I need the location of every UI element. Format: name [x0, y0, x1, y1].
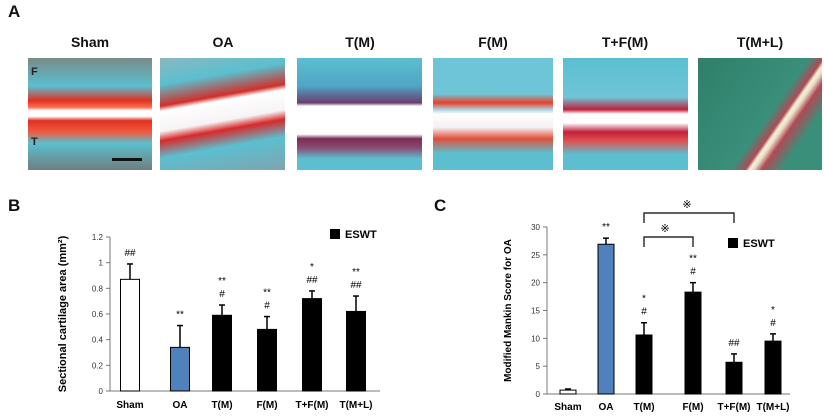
chart-c-y-tick-label: 10	[531, 334, 540, 343]
chart-c-x-tick-label: F(M)	[682, 402, 703, 413]
chart-c-x-tick-label: Sham	[554, 402, 581, 413]
chart-c-significance-mark: **	[689, 254, 697, 265]
chart-b-y-tick-label: 0.8	[92, 284, 104, 293]
femur-mark: F	[31, 66, 38, 78]
chart-c-significance-mark: #	[770, 318, 776, 329]
chart-b-bar	[257, 328, 277, 392]
chart-b-x-tick-label: T+F(M)	[295, 400, 328, 411]
chart-b-y-axis-label: Sectional cartilage area (mm²)	[57, 235, 69, 392]
panel-b-letter: B	[8, 196, 21, 215]
image-label-oa: OA	[212, 34, 234, 50]
chart-c-bracket-symbol: ※	[660, 223, 669, 235]
chart-b-legend-swatch	[330, 229, 340, 239]
chart-c-x-tick-label: T(M+L)	[756, 402, 789, 413]
chart-b-significance-mark: **	[263, 288, 271, 299]
scale-bar	[112, 158, 142, 161]
chart-b-significance-mark: ##	[124, 248, 136, 259]
chart-b-significance-mark: ##	[350, 280, 362, 291]
chart-c-y-tick-label: 25	[531, 251, 540, 260]
chart-c-bracket-symbol: ※	[682, 199, 691, 211]
chart-c-bar	[559, 389, 577, 395]
chart-b-significance-mark: **	[352, 267, 360, 278]
chart-c-x-tick-label: T(M)	[633, 402, 654, 413]
histology-image-t-m	[297, 58, 422, 170]
panel-c-letter: C	[434, 196, 447, 215]
panel-a-letter: A	[8, 2, 21, 21]
chart-c-bar	[725, 361, 743, 395]
chart-b-significance-mark: **	[176, 310, 184, 321]
chart-b-x-tick-label: F(M)	[256, 400, 277, 411]
chart-b-y-tick-label: 0	[99, 387, 104, 396]
chart-c-significance-mark: **	[602, 222, 610, 233]
histology-image-t-m-l	[698, 58, 822, 170]
chart-b-bar	[302, 298, 322, 392]
chart-b-y-tick-label: 1.2	[92, 233, 104, 242]
chart-c-significance-mark: #	[641, 307, 647, 318]
image-label-t-m: T(M)	[345, 34, 375, 50]
chart-b-bar	[120, 278, 140, 392]
histology-image-f-m	[433, 58, 553, 170]
chart-b-significance-mark: **	[218, 276, 226, 287]
chart-c-y-tick-label: 15	[531, 307, 540, 316]
chart-c-bar	[597, 243, 615, 395]
chart-c-significance-mark: ##	[728, 338, 740, 349]
chart-c-x-tick-label: T+F(M)	[717, 402, 750, 413]
chart-c-bar	[635, 334, 653, 395]
chart-c-legend-swatch	[728, 238, 738, 248]
chart-b-bar	[170, 346, 190, 392]
chart-c-comparison-bracket	[643, 212, 735, 223]
chart-b-legend-label: ESWT	[345, 229, 377, 241]
chart-b-y-tick-label: 0.4	[92, 336, 104, 345]
chart-c-bar	[764, 340, 782, 395]
image-label-sham: Sham	[70, 34, 110, 50]
chart-b-significance-mark: #	[264, 301, 270, 312]
chart-b-bar	[212, 314, 232, 392]
chart-b-x-tick-label: T(M)	[211, 400, 232, 411]
chart-c-significance-mark: *	[771, 305, 775, 316]
chart-b-x-tick-label: T(M+L)	[339, 400, 372, 411]
chart-c-y-axis-label: Modified Mankin Score for OA	[503, 239, 514, 382]
chart-b-y-tick-label: 1	[99, 259, 104, 268]
histology-image-t-f-m	[563, 58, 688, 170]
chart-c-y-tick-label: 0	[536, 390, 541, 399]
image-label-t-m-l: T(M+L)	[736, 34, 784, 50]
histology-image-sham: F T	[28, 58, 152, 170]
chart-b-bar	[346, 310, 366, 392]
chart-c-bar	[684, 291, 702, 395]
image-label-t-f-m: T+F(M)	[601, 34, 649, 50]
chart-b-y-tick-label: 0.6	[92, 310, 104, 319]
histology-image-oa	[160, 58, 285, 170]
chart-b-x-tick-label: Sham	[116, 400, 143, 411]
chart-c-x-tick-label: OA	[599, 402, 614, 413]
chart-b-x-tick-label: OA	[173, 400, 188, 411]
chart-c-y-tick-label: 30	[531, 223, 540, 232]
chart-c-significance-mark: *	[642, 294, 646, 305]
chart-c-significance-mark: #	[690, 267, 696, 278]
chart-b-y-tick-label: 0.2	[92, 361, 104, 370]
chart-c-comparison-bracket	[643, 236, 694, 247]
image-label-f-m: F(M)	[478, 34, 508, 50]
chart-b-significance-mark: #	[219, 289, 225, 300]
chart-c-legend-label: ESWT	[743, 238, 775, 250]
chart-b-significance-mark: ##	[306, 275, 318, 286]
chart-b-significance-mark: *	[310, 262, 314, 273]
tibia-mark: T	[31, 136, 38, 148]
chart-c-y-tick-label: 20	[531, 279, 540, 288]
chart-c-y-tick-label: 5	[536, 362, 541, 371]
